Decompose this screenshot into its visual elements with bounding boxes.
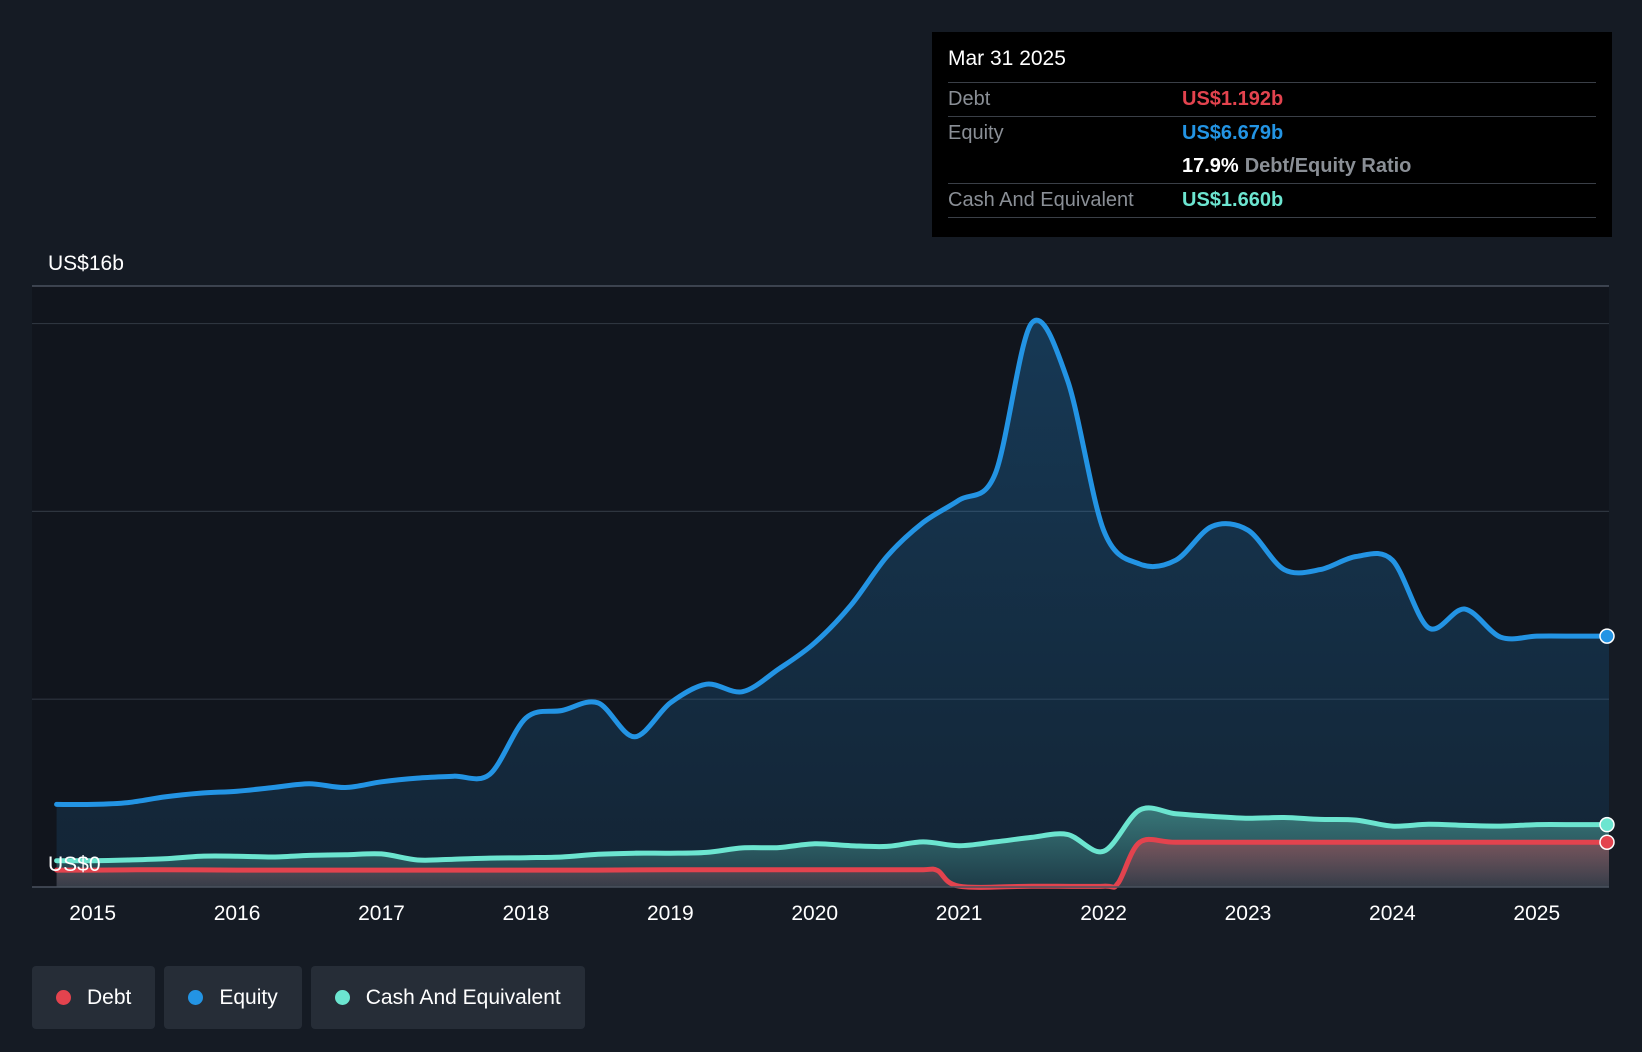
tooltip-date: Mar 31 2025 [948,47,1066,70]
x-axis-tick-labels: 2015 2016 2017 2018 2019 2020 2021 2022 2023 2024… [69,902,1560,925]
x-tick-label: 2016 [214,902,261,925]
tooltip-equity-row: Equity US$6.679b [948,116,1596,150]
y-axis-top-label: US$16b [48,252,124,275]
tooltip-cash-row: Cash And Equivalent US$1.660b [948,183,1596,218]
legend-dot-cash-icon [334,990,350,1005]
x-tick-label: 2023 [1225,902,1272,925]
tooltip-equity-value: US$6.679b [1182,122,1284,144]
legend-dot-equity-icon [188,990,204,1005]
x-tick-label: 2024 [1369,902,1416,925]
x-tick-label: 2020 [791,902,838,925]
legend-item-debt[interactable]: Debt [32,966,156,1029]
tooltip-ratio-value: 17.9% [1182,155,1239,177]
x-tick-label: 2025 [1513,902,1560,925]
y-axis-bottom-label: US$0 [48,853,101,876]
tooltip-equity-label: Equity [948,122,1004,144]
x-tick-label: 2022 [1080,902,1127,925]
series-line-equity [54,317,1612,808]
legend-dot-debt-icon [56,990,71,1005]
tooltip-cash-label: Cash And Equivalent [948,189,1134,211]
tooltip-debt-label: Debt [948,88,991,110]
series-line-cash [54,805,1612,864]
series-lines [54,317,1612,890]
x-tick-label: 2018 [503,902,550,925]
legend: Debt Equity Cash And Equivalent [32,966,594,1029]
area-debt [56,839,1610,888]
area-equity [56,320,1610,887]
tooltip-debt-row: Debt US$1.192b [948,82,1596,116]
legend-label-debt: Debt [87,985,132,1009]
x-tick-label: 2021 [936,902,983,925]
tooltip-ratio-row: 17.9% Debt/Equity Ratio [948,150,1596,183]
series-areas [56,320,1610,888]
legend-label-equity: Equity [219,985,278,1009]
tooltip-debt-value: US$1.192b [1182,88,1284,110]
tooltip-ratio-label: Debt/Equity Ratio [1244,155,1412,177]
end-marker-debt [1599,834,1615,850]
legend-item-cash[interactable]: Cash And Equivalent [310,966,585,1029]
series-line-debt [54,836,1612,890]
legend-item-equity[interactable]: Equity [164,966,302,1029]
end-markers [1599,628,1615,850]
tooltip: Mar 31 2025 Debt US$1.192b Equity US$6.6… [932,32,1612,237]
end-marker-equity [1599,628,1615,644]
x-tick-label: 2019 [647,902,694,925]
legend-label-cash: Cash And Equivalent [365,985,561,1009]
end-marker-cash [1599,816,1615,833]
tooltip-cash-value: US$1.660b [1182,189,1284,211]
x-tick-label: 2017 [358,902,405,925]
x-tick-label: 2015 [69,902,116,925]
